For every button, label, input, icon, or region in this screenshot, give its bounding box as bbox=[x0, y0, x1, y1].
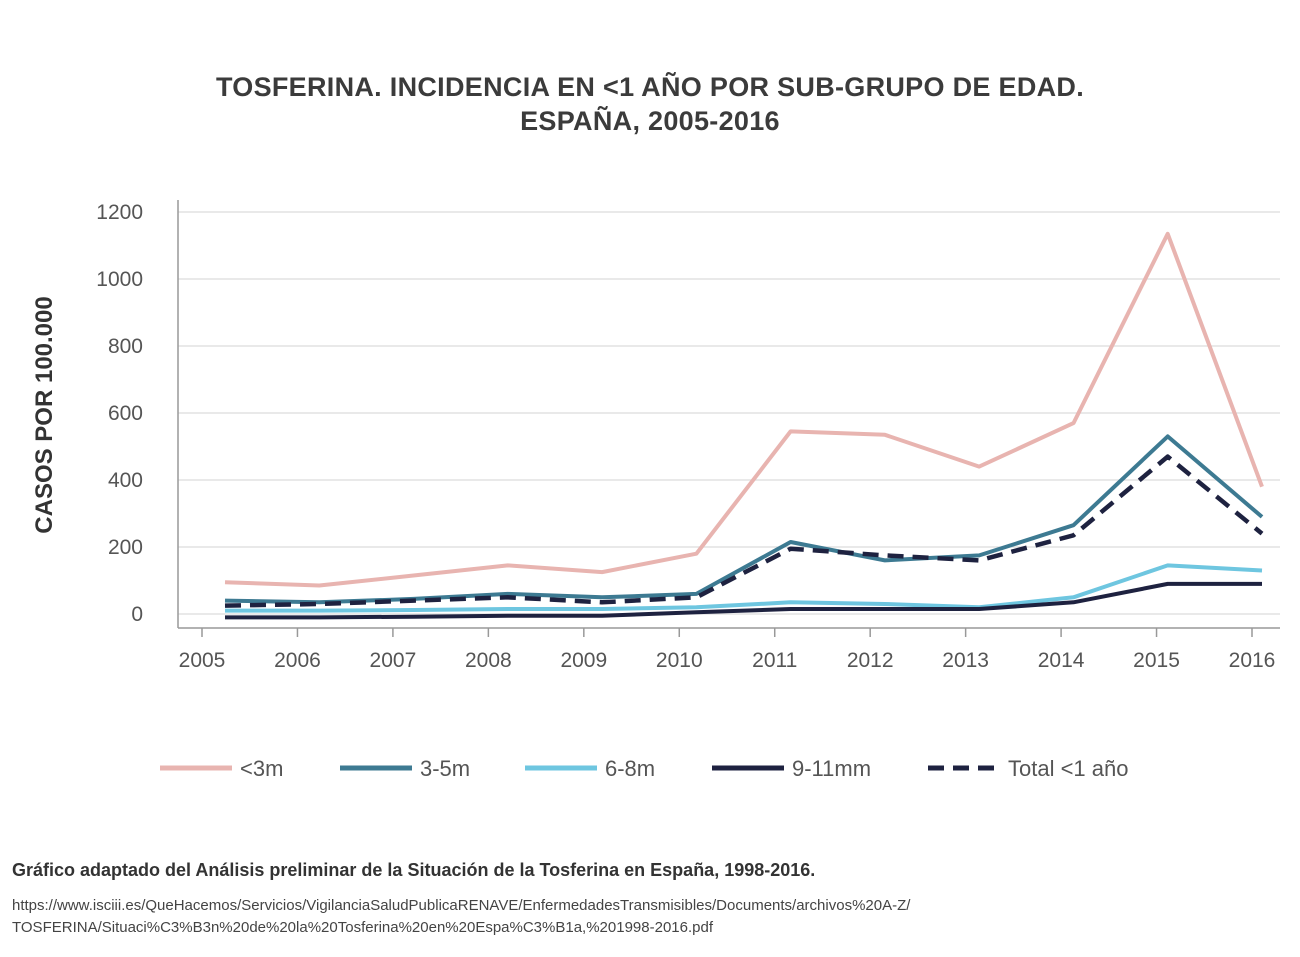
legend-label: 6-8m bbox=[605, 756, 655, 781]
x-tick-label: 2011 bbox=[752, 649, 797, 672]
y-axis-label: CASOS POR 100.000 bbox=[31, 296, 58, 533]
gridlines bbox=[178, 211, 1280, 615]
legend-label: Total <1 año bbox=[1008, 756, 1128, 781]
source-url-line-2: TOSFERINA/Situaci%C3%B3n%20de%20la%20Tos… bbox=[12, 919, 713, 936]
series-line-2 bbox=[224, 434, 1264, 605]
series-lines bbox=[224, 231, 1264, 620]
source-url: https://www.isciii.es/QueHacemos/Servici… bbox=[12, 895, 1282, 939]
x-tick-label: 2012 bbox=[847, 649, 894, 672]
y-tick-labels: 0 200 400 600 800 1000 1200 bbox=[96, 201, 143, 626]
x-tick-label: 2008 bbox=[465, 649, 512, 672]
y-tick-label: 600 bbox=[108, 402, 143, 425]
legend-label: 3-5m bbox=[420, 756, 470, 781]
source-url-line-1: https://www.isciii.es/QueHacemos/Servici… bbox=[12, 897, 911, 914]
y-tick-label: 1200 bbox=[96, 201, 143, 224]
y-tick-label: 1000 bbox=[96, 268, 143, 291]
x-tick-label: 2016 bbox=[1229, 649, 1276, 672]
y-tick-label: 400 bbox=[108, 469, 143, 492]
x-tick-label: 2007 bbox=[370, 649, 417, 672]
chart-title: TOSFERINA. INCIDENCIA EN <1 AÑO POR SUB-… bbox=[0, 70, 1300, 138]
x-tick-label: 2010 bbox=[656, 649, 703, 672]
x-tick-label: 2005 bbox=[179, 649, 226, 672]
chart-title-line-1: TOSFERINA. INCIDENCIA EN <1 AÑO POR SUB-… bbox=[215, 72, 1085, 102]
source-note: Gráfico adaptado del Análisis preliminar… bbox=[12, 860, 816, 880]
x-tick-label: 2006 bbox=[274, 649, 321, 672]
y-tick-label: 800 bbox=[108, 335, 143, 358]
legend: <3m 3-5m 6-8m 9-11mm Total <1 año bbox=[160, 756, 1128, 781]
x-tick-labels: 2005 2006 2007 2008 2009 2010 2011 2012 2013 2014… bbox=[179, 649, 1276, 672]
x-tick-label: 2013 bbox=[942, 649, 989, 672]
axes bbox=[177, 200, 1280, 637]
series-line-3 bbox=[225, 563, 1263, 613]
y-tick-label: 0 bbox=[131, 603, 143, 626]
series-line-5 bbox=[224, 454, 1264, 608]
legend-label: 9-11mm bbox=[792, 756, 871, 781]
series-line-1 bbox=[224, 231, 1264, 588]
x-tick-label: 2009 bbox=[560, 649, 607, 672]
chart-title-line-2: ESPAÑA, 2005-2016 bbox=[520, 106, 780, 136]
y-tick-label: 200 bbox=[108, 536, 143, 559]
x-tick-label: 2015 bbox=[1133, 649, 1180, 672]
x-tick-label: 2014 bbox=[1038, 649, 1085, 672]
legend-label: <3m bbox=[240, 756, 283, 781]
series-line-4 bbox=[225, 581, 1262, 620]
